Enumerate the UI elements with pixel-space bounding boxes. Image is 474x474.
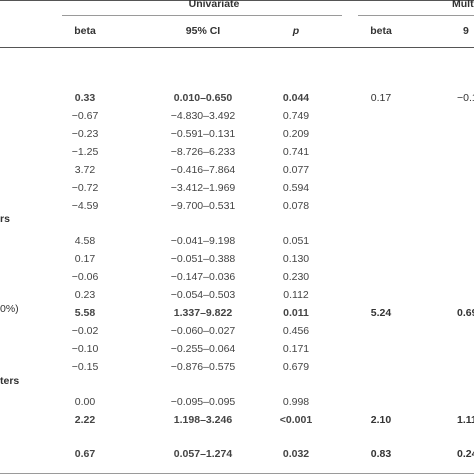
cell-beta-multi: 5.24: [370, 307, 392, 319]
cell-ci: −0.095–0.095: [170, 396, 236, 408]
cell-p: 0.044: [282, 92, 310, 104]
cell-ci: −0.255–0.064: [170, 343, 236, 355]
cell-ci: −0.876–0.575: [170, 361, 236, 373]
cell-beta: −1.25: [71, 146, 99, 158]
cell-beta: −0.02: [71, 325, 99, 337]
cell-p: 0.998: [282, 396, 310, 408]
cell-p: 0.112: [283, 289, 309, 301]
cell-p: 0.171: [282, 343, 310, 355]
column-header-beta: beta: [74, 25, 96, 37]
cell-beta: 3.72: [74, 164, 96, 176]
cell-ci: −4.830–3.492: [170, 110, 236, 122]
cell-p: 0.456: [282, 325, 310, 337]
cell-ci: −0.416–7.864: [170, 164, 236, 176]
cell-p: 0.209: [282, 128, 310, 140]
cell-ci: −0.060–0.027: [170, 325, 236, 337]
column-header-ci-multi: 9: [463, 25, 469, 37]
cell-beta: −0.15: [71, 361, 99, 373]
cell-p: 0.032: [282, 448, 310, 460]
univariate-underline: [62, 15, 342, 16]
cell-beta: −0.72: [71, 182, 99, 194]
cell-ci: 0.057–1.274: [173, 448, 233, 460]
cell-ci: −8.726–6.233: [170, 146, 236, 158]
cell-beta: 0.67: [74, 448, 96, 460]
table-top-rule: [0, 0, 474, 1]
cell-beta: −0.67: [71, 110, 99, 122]
group-header-multivariate: Mult: [452, 0, 474, 10]
cell-beta: 0.17: [74, 253, 96, 265]
section-label: rs: [0, 213, 10, 225]
cell-p: 0.679: [282, 361, 310, 373]
cell-ci-multi: 0.24: [457, 448, 474, 460]
cell-ci-multi: 1.11: [457, 414, 474, 426]
row-label: 0%): [0, 303, 19, 315]
cell-p: 0.077: [282, 164, 310, 176]
cell-beta: 0.33: [74, 92, 96, 104]
cell-beta-multi: 2.10: [370, 414, 392, 426]
cell-beta: −0.10: [71, 343, 99, 355]
cell-beta: −0.23: [71, 128, 99, 140]
cell-ci: 1.198–3.246: [173, 414, 233, 426]
cell-ci: −0.054–0.503: [170, 289, 236, 301]
group-header-univariate: Univariate: [188, 0, 240, 10]
cell-ci: −0.041–9.198: [170, 235, 236, 247]
cell-ci-multi: −0.1: [457, 92, 474, 104]
cell-p: 0.230: [282, 271, 310, 283]
cell-p: 0.051: [282, 235, 310, 247]
cell-p: 0.011: [283, 307, 309, 319]
cell-p: 0.741: [282, 146, 310, 158]
header-bottom-rule: [0, 47, 474, 48]
cell-beta-multi: 0.83: [370, 448, 392, 460]
cell-beta: 0.00: [74, 396, 96, 408]
cell-beta: 2.22: [74, 414, 96, 426]
cell-ci-multi: 0.69: [457, 307, 474, 319]
cell-beta: 0.23: [74, 289, 96, 301]
cell-p: 0.130: [282, 253, 310, 265]
cell-ci: 0.010–0.650: [173, 92, 233, 104]
cell-beta: −0.06: [71, 271, 99, 283]
column-header-ci: 95% CI: [185, 25, 221, 37]
cell-p: 0.749: [282, 110, 310, 122]
cell-beta: 4.58: [74, 235, 96, 247]
section-label: ters: [0, 375, 20, 387]
cell-beta: 5.58: [74, 307, 96, 319]
cell-ci: −0.147–0.036: [170, 271, 236, 283]
cell-ci: −0.591–0.131: [170, 128, 236, 140]
cell-ci: 1.337–9.822: [173, 307, 233, 319]
column-header-beta-multi: beta: [370, 25, 392, 37]
cell-ci: −9.700–0.531: [170, 200, 236, 212]
cell-beta-multi: 0.17: [370, 92, 392, 104]
cell-p: 0.078: [282, 200, 310, 212]
cell-p: <0.001: [279, 414, 313, 426]
cell-beta: −4.59: [71, 200, 99, 212]
column-header-p: p: [292, 25, 300, 37]
cell-ci: −0.051–0.388: [170, 253, 236, 265]
cell-ci: −3.412–1.969: [170, 182, 236, 194]
cell-p: 0.594: [282, 182, 310, 194]
multivariate-underline: [358, 15, 474, 16]
